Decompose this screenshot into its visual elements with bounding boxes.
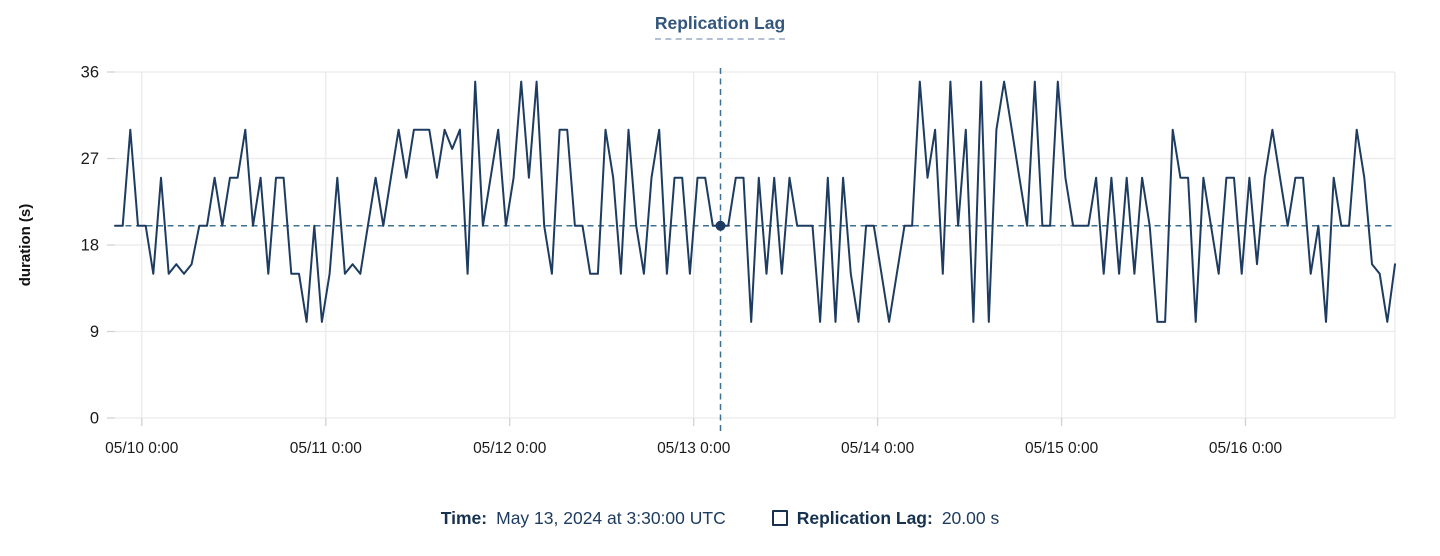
tooltip-bar: Time: May 13, 2024 at 3:30:00 UTC Replic… xyxy=(0,503,1440,533)
svg-text:05/16 0:00: 05/16 0:00 xyxy=(1209,440,1283,457)
tooltip-time-label: Time: xyxy=(440,508,488,528)
y-axis-title: duration (s) xyxy=(17,204,34,287)
chart-header: Replication Lag xyxy=(0,13,1440,40)
tooltip-time-value: May 13, 2024 at 3:30:00 UTC xyxy=(496,508,726,528)
svg-text:05/13 0:00: 05/13 0:00 xyxy=(657,440,731,457)
tooltip-series-value: 20.00 s xyxy=(941,508,1000,528)
svg-text:05/11 0:00: 05/11 0:00 xyxy=(290,440,362,457)
svg-text:0: 0 xyxy=(90,410,99,428)
tooltip-series-label: Replication Lag: xyxy=(796,508,933,528)
y-axis-labels: 0 9 18 27 36 xyxy=(81,64,99,428)
svg-text:36: 36 xyxy=(81,64,99,82)
grid xyxy=(107,71,1396,426)
svg-text:05/15 0:00: 05/15 0:00 xyxy=(1025,440,1099,457)
svg-text:18: 18 xyxy=(81,237,99,255)
svg-text:27: 27 xyxy=(81,150,99,168)
svg-text:9: 9 xyxy=(90,323,99,341)
legend-item-replication-lag[interactable]: Replication Lag: 20.00 s xyxy=(771,503,1000,533)
hover-marker-dot xyxy=(715,220,726,231)
svg-text:05/12 0:00: 05/12 0:00 xyxy=(473,440,547,457)
svg-text:05/14 0:00: 05/14 0:00 xyxy=(841,440,915,457)
x-axis-labels: 05/10 0:00 05/11 0:00 05/12 0:00 05/13 0:00… xyxy=(105,440,1282,457)
series-swatch-icon xyxy=(771,510,788,526)
lag-series-line xyxy=(114,80,1396,323)
chart-title[interactable]: Replication Lag xyxy=(654,13,786,40)
svg-text:05/10 0:00: 05/10 0:00 xyxy=(105,440,179,457)
